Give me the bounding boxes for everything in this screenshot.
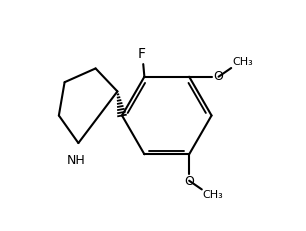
Text: F: F: [138, 47, 146, 61]
Text: CH₃: CH₃: [232, 57, 253, 67]
Text: NH: NH: [67, 154, 85, 167]
Text: CH₃: CH₃: [203, 190, 223, 200]
Text: O: O: [184, 175, 194, 188]
Text: O: O: [213, 70, 223, 83]
